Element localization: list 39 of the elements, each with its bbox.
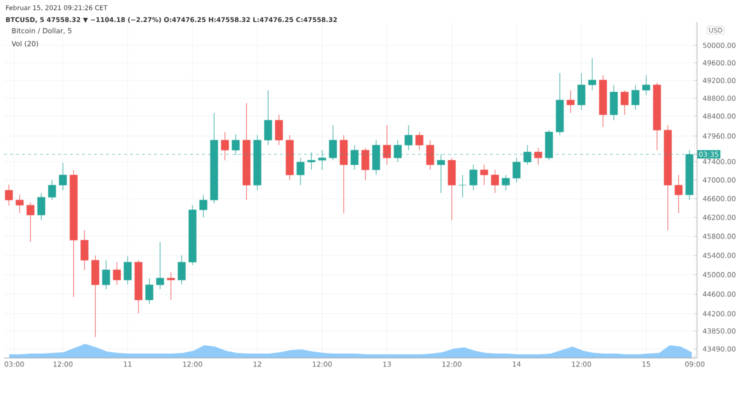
candlestick	[404, 124, 412, 150]
candlestick	[469, 164, 478, 191]
candlestick	[480, 164, 488, 186]
candlestick	[37, 192, 46, 221]
candlestick	[16, 194, 24, 214]
candlestick	[80, 230, 88, 270]
candlestick	[199, 194, 208, 218]
candlestick	[491, 170, 499, 194]
candlestick	[4, 184, 13, 206]
candlestick	[275, 114, 283, 146]
candlestick	[264, 90, 272, 146]
candlestick	[577, 72, 586, 110]
candlestick	[58, 162, 67, 191]
candlestick	[220, 132, 229, 161]
candlestick	[361, 148, 370, 180]
candlestick	[674, 174, 683, 214]
candlestick	[26, 202, 34, 242]
candlestick	[566, 90, 575, 114]
candlestick	[102, 260, 110, 290]
candlestick	[112, 262, 121, 286]
candlestick	[610, 84, 618, 121]
candlestick	[415, 132, 424, 150]
candlestick	[156, 242, 164, 290]
candlestick	[166, 272, 175, 300]
candlestick	[426, 140, 434, 170]
candlestick	[502, 174, 510, 191]
candlestick	[296, 158, 304, 186]
candlestick	[124, 256, 132, 285]
candlestick	[620, 90, 629, 116]
candlestick	[534, 148, 542, 166]
candlestick	[588, 58, 596, 91]
candlestick	[642, 74, 650, 96]
candlestick	[178, 255, 186, 285]
candlestick	[631, 84, 640, 110]
candlestick	[458, 174, 467, 198]
candlestick	[145, 278, 154, 304]
candlestick	[383, 124, 391, 166]
candlestick	[48, 180, 56, 200]
candlestick	[512, 158, 521, 183]
